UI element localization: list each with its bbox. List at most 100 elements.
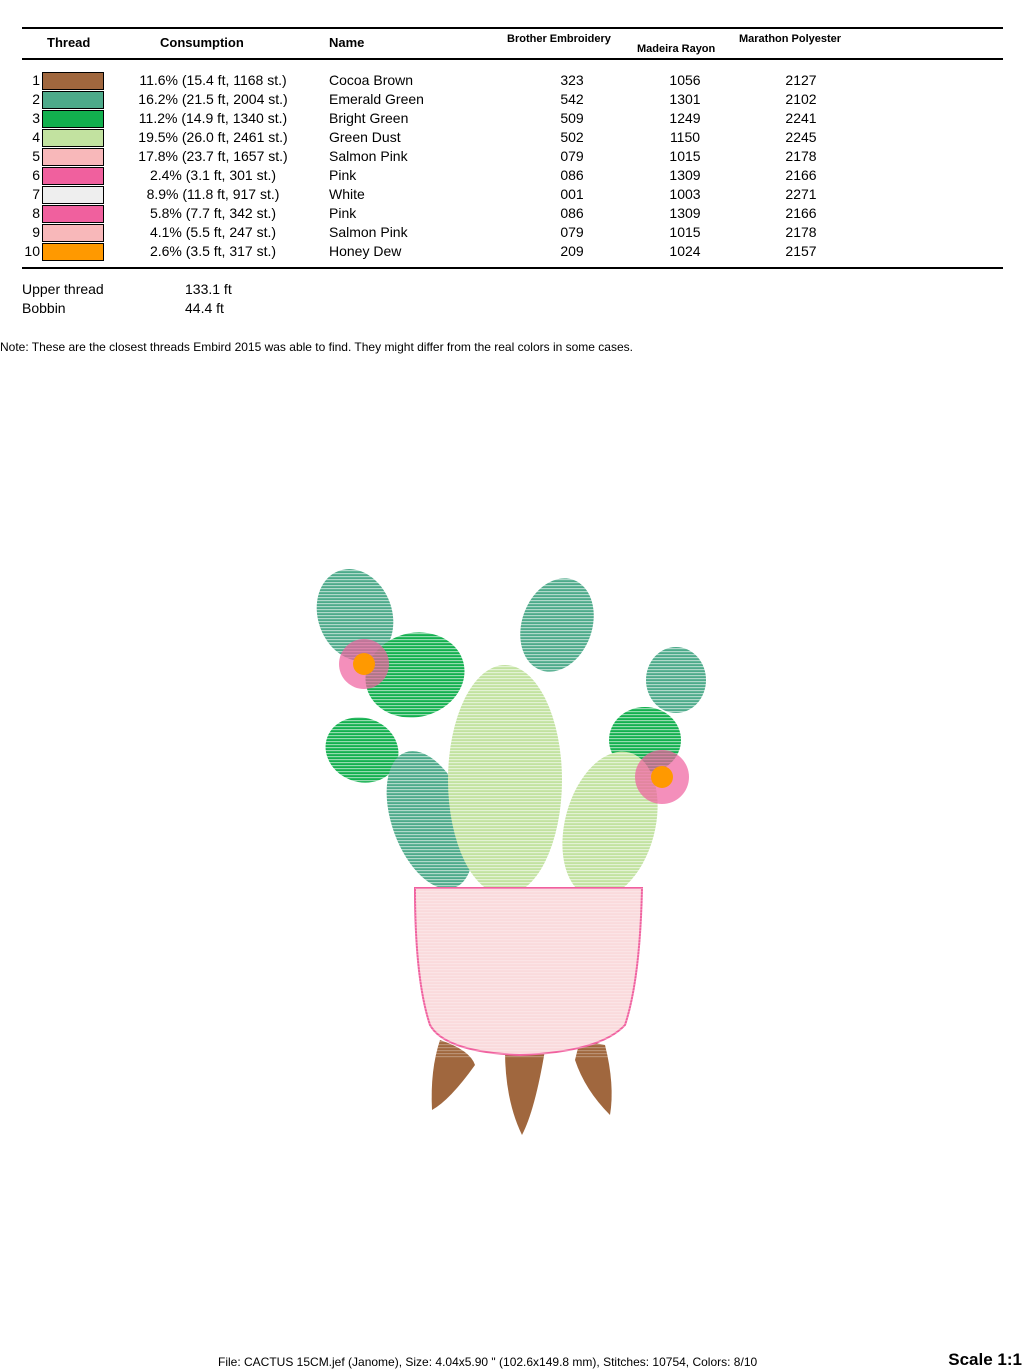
thread-number: 1 [32,72,40,88]
header-marathon: Marathon Polyester [739,33,842,45]
brother-code: 001 [560,186,584,202]
consumption: 2.4% (3.1 ft, 301 st.) [149,167,277,183]
color-swatch [42,110,104,128]
marathon-code: 2178 [785,224,817,240]
bobbin-label: Bobbin [22,300,66,316]
upper-thread-value: 133.1 ft [185,281,232,297]
table-row: 6 2.4% (3.1 ft, 301 st.) Pink 086 1309 2166 [0,166,1024,185]
header-consumption: Consumption [160,35,244,50]
header-madeira: Madeira Rayon [637,43,716,55]
table-row: 1 11.6% (15.4 ft, 1168 st.) Cocoa Brown 323… [0,71,1024,90]
bottom-rule [22,267,1003,269]
upper-thread-label: Upper thread [22,281,104,297]
thread-name: Salmon Pink [329,224,408,240]
table-row: 5 17.8% (23.7 ft, 1657 st.) Salmon Pink 079… [0,147,1024,166]
madeira-code: 1249 [669,110,701,126]
thread-name: Bright Green [329,110,409,126]
consumption: 2.6% (3.5 ft, 317 st.) [149,243,277,259]
top-rule [22,27,1003,29]
marathon-code: 2241 [785,110,817,126]
table-row: 2 16.2% (21.5 ft, 2004 st.) Emerald Green 5… [0,90,1024,109]
consumption: 5.8% (7.7 ft, 342 st.) [149,205,277,221]
color-swatch [42,72,104,90]
brother-code: 209 [560,243,584,259]
table-row: 9 4.1% (5.5 ft, 247 st.) Salmon Pink 079 101… [0,223,1024,242]
flowers [339,639,689,804]
table-row: 7 8.9% (11.8 ft, 917 st.) White 001 1003 2271 [0,185,1024,204]
file-info: File: CACTUS 15CM.jef (Janome), Size: 4.… [218,1355,758,1369]
consumption: 4.1% (5.5 ft, 247 st.) [149,224,277,240]
color-swatch [42,224,104,242]
table-row: 4 19.5% (26.0 ft, 2461 st.) Green Dust 502 1… [0,128,1024,147]
color-swatch [42,129,104,147]
thread-number: 3 [32,110,40,126]
table-row: 8 5.8% (7.7 ft, 342 st.) Pink 086 1309 2166 [0,204,1024,223]
marathon-code: 2127 [785,72,817,88]
marathon-code: 2157 [785,243,817,259]
thread-name: Pink [329,167,357,183]
consumption: 8.9% (11.8 ft, 917 st.) [146,186,280,202]
marathon-code: 2271 [785,186,817,202]
bobbin-value: 44.4 ft [185,300,224,316]
color-swatch [42,186,104,204]
consumption: 11.2% (14.9 ft, 1340 st.) [138,110,288,126]
madeira-code: 1015 [669,224,701,240]
madeira-code: 1150 [669,129,701,145]
madeira-code: 1024 [669,243,701,259]
thread-number: 6 [32,167,40,183]
thread-name: Salmon Pink [329,148,408,164]
marathon-code: 2245 [785,129,817,145]
thread-number: 5 [32,148,40,164]
thread-number: 4 [32,129,40,145]
table-row: 3 11.2% (14.9 ft, 1340 st.) Bright Green 50… [0,109,1024,128]
thread-name: Emerald Green [329,91,424,107]
thread-number: 2 [32,91,40,107]
brother-code: 079 [560,148,584,164]
cactus-pads [300,560,720,900]
thread-name: Green Dust [329,129,401,145]
pot [413,887,644,1058]
color-swatch [42,243,104,261]
header-name: Name [329,35,365,50]
color-swatch [42,205,104,223]
color-swatch [42,167,104,185]
madeira-code: 1309 [669,167,701,183]
consumption: 16.2% (21.5 ft, 2004 st.) [138,91,288,107]
brother-code: 086 [560,167,584,183]
madeira-code: 1056 [669,72,701,88]
marathon-code: 2102 [785,91,817,107]
thread-name: White [329,186,365,202]
thread-name: Cocoa Brown [329,72,414,88]
marathon-code: 2178 [785,148,817,164]
consumption: 17.8% (23.7 ft, 1657 st.) [138,148,288,164]
thread-number: 10 [24,243,40,259]
header-rule [22,58,1003,60]
cactus-embroidery-preview [300,560,720,1135]
madeira-code: 1015 [669,148,701,164]
madeira-code: 1301 [669,91,701,107]
brother-code: 502 [560,129,584,145]
brother-code: 323 [560,72,584,88]
scale-label: Scale 1:1 [948,1350,1022,1369]
marathon-code: 2166 [785,167,817,183]
thread-number: 9 [32,224,40,240]
note-text: Note: These are the closest threads Embi… [0,340,633,354]
color-swatch [42,91,104,109]
thread-number: 8 [32,205,40,221]
madeira-code: 1003 [669,186,701,202]
table-row: 10 2.6% (3.5 ft, 317 st.) Honey Dew 209 1024… [0,242,1024,261]
madeira-code: 1309 [669,205,701,221]
consumption: 19.5% (26.0 ft, 2461 st.) [138,129,288,145]
thread-number: 7 [32,186,40,202]
brother-code: 542 [560,91,584,107]
brother-code: 086 [560,205,584,221]
color-swatch [42,148,104,166]
thread-name: Honey Dew [329,243,402,259]
thread-name: Pink [329,205,357,221]
header-brother: Brother Embroidery [507,33,611,45]
marathon-code: 2166 [785,205,817,221]
consumption: 11.6% (15.4 ft, 1168 st.) [139,72,287,88]
header-thread: Thread [47,35,91,50]
brother-code: 509 [560,110,584,126]
